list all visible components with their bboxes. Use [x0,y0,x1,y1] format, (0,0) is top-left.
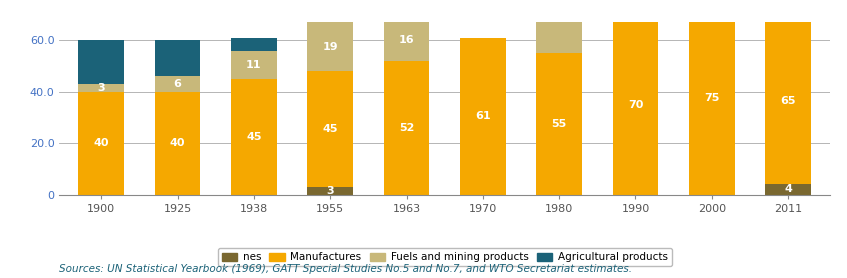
Bar [612,7,658,14]
Bar [765,17,811,184]
Text: 28: 28 [551,12,567,22]
Bar [155,92,201,195]
Text: 6: 6 [174,79,181,89]
Text: 40: 40 [93,138,109,148]
Text: 61: 61 [475,111,490,121]
Text: 52: 52 [399,123,414,133]
Legend: nes, Manufactures, Fuels and mining products, Agricultural products: nes, Manufactures, Fuels and mining prod… [218,248,672,266]
Text: 3: 3 [708,0,716,3]
Bar [231,38,277,51]
Bar [689,0,734,2]
Bar [231,79,277,195]
Text: 3: 3 [632,6,639,16]
Bar [612,14,658,195]
Bar [460,38,506,195]
Bar [307,22,353,71]
Text: 75: 75 [704,93,719,103]
Bar [384,61,429,195]
Bar [155,40,201,76]
Bar [79,40,125,84]
Text: 3: 3 [97,83,105,93]
Bar [689,2,734,195]
Bar [536,53,582,195]
Text: 65: 65 [780,96,796,106]
Text: 4: 4 [784,185,792,194]
Text: 45: 45 [246,132,262,142]
Bar [155,76,201,92]
Text: 70: 70 [628,100,643,110]
Bar [79,84,125,92]
Bar [231,51,277,79]
Bar [307,187,353,195]
Bar [536,0,582,53]
Bar [765,184,811,195]
Text: 19: 19 [323,42,338,52]
Text: 40: 40 [170,138,185,148]
Bar [307,71,353,187]
Text: 55: 55 [551,119,567,129]
Text: Sources: UN Statistical Yearbook (1969), GATT Special Studies No.5 and No.7, and: Sources: UN Statistical Yearbook (1969),… [59,264,633,274]
Bar [384,20,429,61]
Text: 3: 3 [326,186,334,196]
Text: 45: 45 [323,124,338,134]
Bar [79,92,125,195]
Text: 11: 11 [246,60,262,70]
Text: 16: 16 [399,35,414,45]
